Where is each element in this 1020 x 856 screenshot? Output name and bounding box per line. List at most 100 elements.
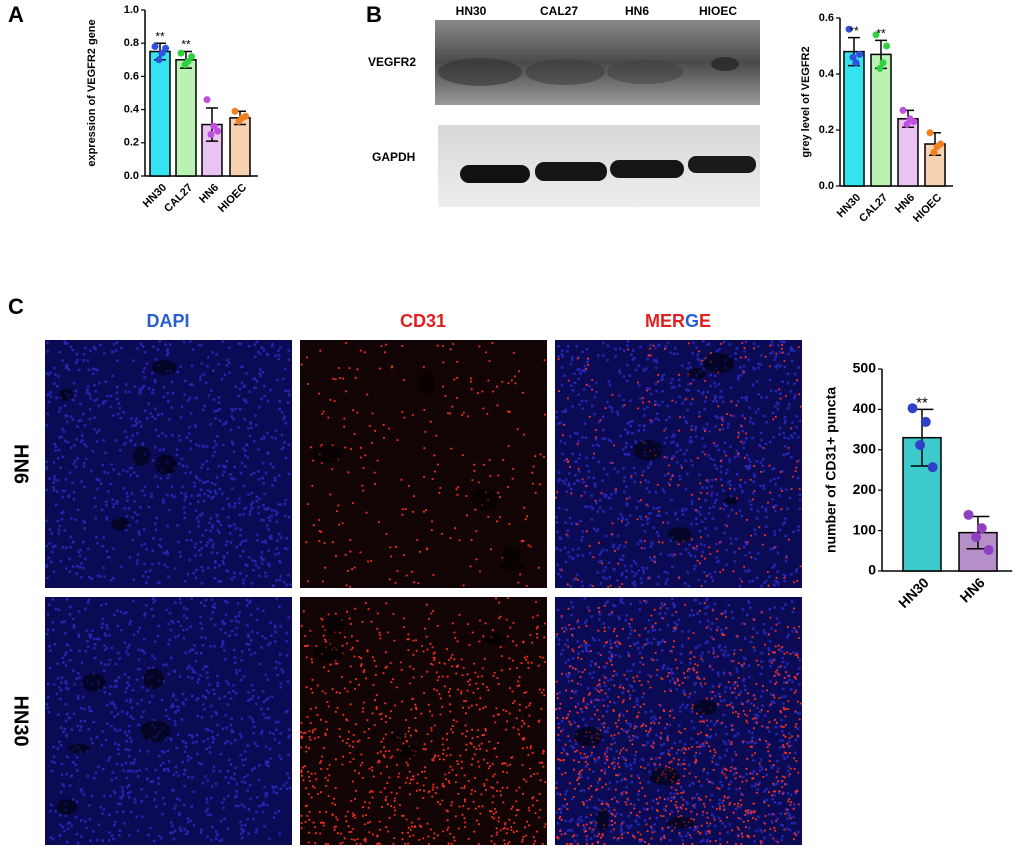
lane-label: HN30 [456, 4, 487, 18]
data-point [963, 509, 974, 520]
data-point [976, 523, 987, 534]
data-point [207, 131, 215, 138]
tissue-gap [133, 445, 150, 467]
column-label: CD31 [400, 311, 446, 331]
y-tick-label: 300 [853, 441, 877, 457]
tissue-gap [312, 445, 343, 464]
x-tick-label: HIOEC [911, 192, 944, 225]
bar [843, 50, 865, 187]
data-point [907, 403, 918, 414]
cd31-signal [555, 600, 802, 845]
blot-band [711, 57, 739, 71]
data-point [242, 112, 250, 120]
data-point [151, 43, 159, 51]
significance: ** [849, 24, 859, 38]
data-point [162, 44, 170, 52]
data-point [210, 122, 218, 130]
significance: ** [181, 38, 191, 52]
cd31-signal [300, 597, 547, 845]
x-tick-label: CAL27 [857, 192, 890, 225]
tissue-gap [501, 547, 521, 564]
y-tick-label: 0.4 [124, 104, 140, 116]
data-point [883, 42, 891, 50]
tissue-gap [67, 744, 90, 754]
tissue-gap [323, 615, 344, 635]
data-point [903, 120, 911, 128]
y-tick-label: 0.2 [819, 124, 834, 136]
column-label: DAPI [146, 311, 189, 331]
blot-band [535, 162, 607, 181]
nuclei [555, 597, 802, 844]
data-point [235, 117, 243, 125]
x-tick-label: HN6 [957, 574, 988, 605]
y-tick-label: 100 [853, 521, 877, 537]
panel-label: B [366, 2, 382, 27]
data-point [188, 52, 196, 60]
data-point [845, 25, 853, 33]
tissue-gap [419, 371, 435, 396]
significance: ** [876, 27, 886, 41]
tissue-gap [143, 668, 165, 689]
tissue-gap [633, 439, 663, 461]
data-point [937, 140, 945, 148]
data-point [879, 59, 887, 67]
y-tick-label: 500 [853, 360, 877, 376]
tissue-gap [693, 699, 718, 715]
y-axis-label: expression of VEGFR2 gene [86, 19, 98, 166]
data-point [181, 61, 189, 69]
y-tick-label: 0.8 [124, 37, 139, 49]
data-point [214, 127, 222, 135]
data-point [231, 107, 239, 115]
y-tick-label: 400 [853, 400, 877, 416]
y-tick-label: 200 [853, 481, 877, 497]
y-tick-label: 0.0 [819, 180, 834, 192]
x-tick-label: HN6 [197, 182, 221, 206]
tissue-gap [140, 720, 171, 743]
blot-band [688, 156, 756, 173]
tissue-gap [596, 808, 610, 832]
y-tick-label: 0.2 [124, 137, 139, 149]
data-point [910, 118, 918, 126]
tissue-gap [667, 526, 692, 543]
y-tick-label: 0.0 [124, 170, 139, 182]
x-tick-label: HN30 [895, 574, 932, 611]
row-label: GAPDH [372, 150, 415, 164]
tissue-gap [703, 352, 735, 374]
x-tick-label: HN6 [893, 192, 917, 216]
tissue-gap [688, 367, 706, 380]
tissue-gap [59, 388, 73, 402]
data-point [876, 64, 884, 72]
blot-band [438, 58, 522, 86]
data-point [203, 96, 211, 104]
bar [149, 50, 171, 177]
y-tick-label: 1.0 [124, 4, 139, 16]
tissue-gap [666, 817, 695, 829]
data-point [971, 532, 982, 543]
blot-band [607, 60, 683, 84]
panel-label: A [8, 2, 24, 27]
tissue-gap [391, 730, 406, 741]
data-point [177, 49, 185, 57]
y-tick-label: 0.4 [819, 68, 835, 80]
tissue-gap [574, 726, 603, 747]
micrograph [300, 597, 547, 845]
tissue-gap [499, 562, 525, 571]
y-axis-label: grey level of VEGFR2 [800, 46, 812, 157]
data-point [899, 106, 907, 114]
panel-label: C [8, 294, 24, 319]
y-tick-label: 0.6 [819, 12, 834, 24]
micrograph [555, 340, 802, 588]
data-point [927, 462, 938, 473]
data-point [983, 544, 994, 555]
micrograph [45, 597, 292, 845]
data-point [849, 53, 857, 61]
x-tick-label: CAL27 [162, 182, 195, 215]
tissue-gap [484, 632, 507, 645]
row-label: HN6 [10, 444, 32, 484]
data-point [930, 148, 938, 156]
blot-band [460, 165, 530, 183]
significance: ** [155, 29, 165, 43]
bar [229, 117, 251, 177]
bar [175, 59, 197, 177]
